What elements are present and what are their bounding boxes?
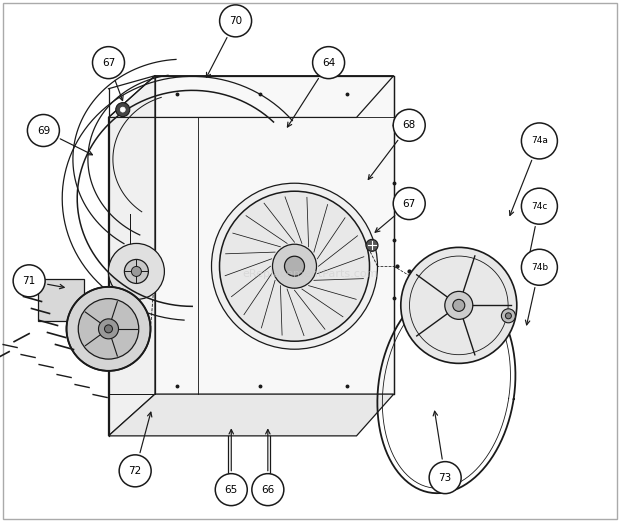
Circle shape <box>273 244 316 288</box>
Circle shape <box>108 243 164 300</box>
Circle shape <box>453 300 465 311</box>
FancyBboxPatch shape <box>38 279 84 321</box>
Polygon shape <box>108 76 155 436</box>
Text: 72: 72 <box>128 466 142 476</box>
Polygon shape <box>155 76 394 394</box>
Circle shape <box>120 107 125 112</box>
Text: 68: 68 <box>402 120 416 130</box>
Text: 73: 73 <box>438 472 452 483</box>
Circle shape <box>105 325 112 333</box>
Circle shape <box>393 187 425 220</box>
Text: 74a: 74a <box>531 136 548 146</box>
Circle shape <box>521 123 557 159</box>
Text: 64: 64 <box>322 57 335 68</box>
Circle shape <box>99 319 118 339</box>
Text: 71: 71 <box>22 276 36 286</box>
Circle shape <box>219 191 370 341</box>
Circle shape <box>312 46 345 79</box>
Circle shape <box>505 313 511 319</box>
Circle shape <box>366 240 378 251</box>
Circle shape <box>27 114 60 147</box>
Text: eReplacementParts.com: eReplacementParts.com <box>242 269 378 279</box>
Circle shape <box>429 461 461 494</box>
Circle shape <box>211 183 378 349</box>
Text: 66: 66 <box>261 484 275 495</box>
Circle shape <box>13 265 45 297</box>
Circle shape <box>393 109 425 141</box>
Circle shape <box>521 188 557 224</box>
Circle shape <box>66 287 151 371</box>
Circle shape <box>401 247 517 363</box>
Circle shape <box>252 473 284 506</box>
Circle shape <box>445 291 473 319</box>
Circle shape <box>219 5 252 37</box>
Circle shape <box>78 299 139 359</box>
Text: 67: 67 <box>102 57 115 68</box>
Circle shape <box>215 473 247 506</box>
Circle shape <box>502 309 515 323</box>
Circle shape <box>131 266 141 277</box>
Circle shape <box>119 455 151 487</box>
Circle shape <box>521 250 557 285</box>
Circle shape <box>125 259 148 283</box>
Text: 70: 70 <box>229 16 242 26</box>
Circle shape <box>116 103 130 116</box>
Text: 74b: 74b <box>531 263 548 272</box>
Circle shape <box>285 256 304 276</box>
Text: 67: 67 <box>402 198 416 209</box>
Text: 69: 69 <box>37 125 50 136</box>
Circle shape <box>92 46 125 79</box>
Text: 65: 65 <box>224 484 238 495</box>
Polygon shape <box>108 394 394 436</box>
Text: 74c: 74c <box>531 201 547 211</box>
